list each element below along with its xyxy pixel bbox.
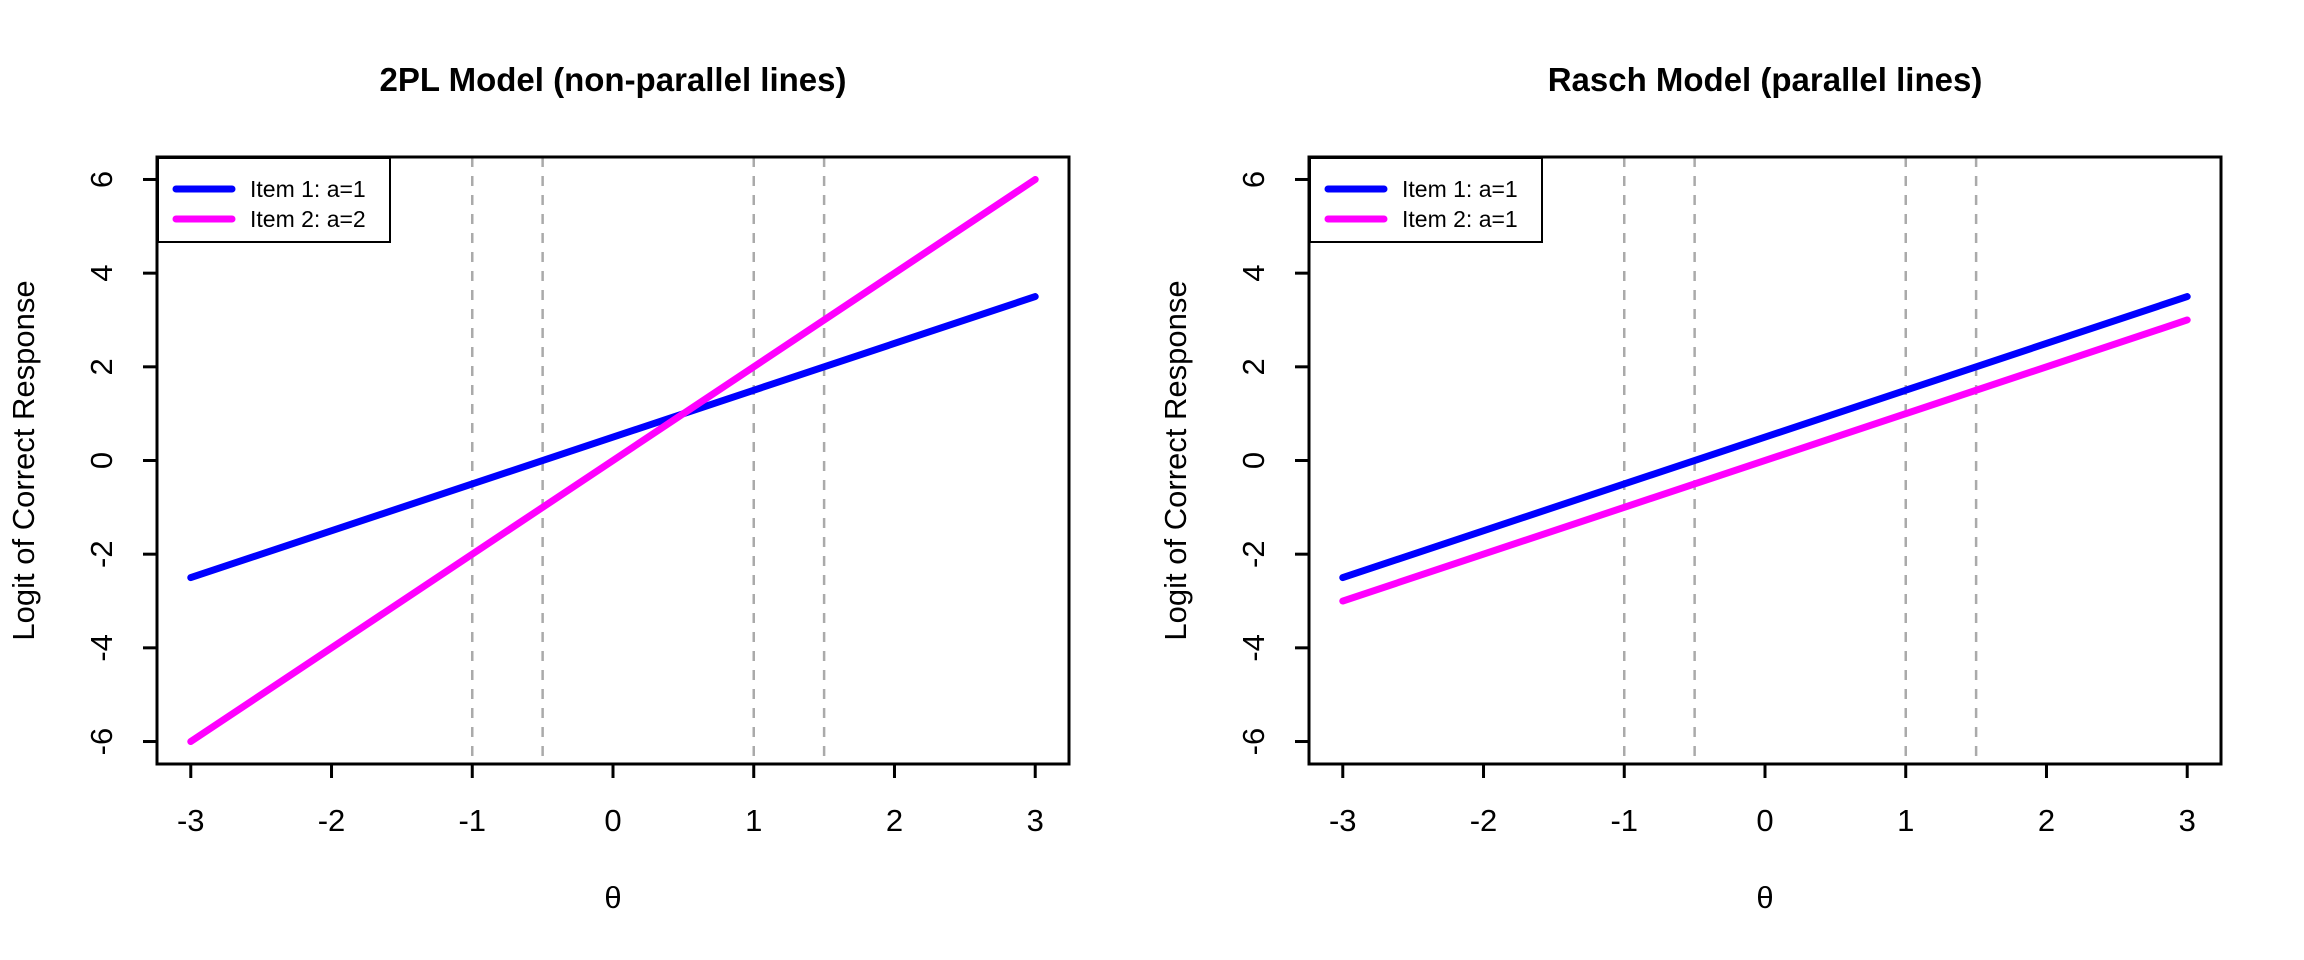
x-tick-label: 1 — [745, 803, 762, 838]
legend-label: Item 2: a=2 — [250, 206, 366, 232]
x-tick-label: 3 — [1027, 803, 1044, 838]
y-tick-label: 2 — [1236, 358, 1271, 375]
panel-title: Rasch Model (parallel lines) — [1548, 61, 1983, 98]
legend-box — [1309, 157, 1543, 243]
x-axis-label: θ — [1756, 880, 1773, 915]
x-tick-label: -2 — [1470, 803, 1498, 838]
y-tick-label: -4 — [1236, 634, 1271, 662]
x-tick-label: -3 — [1329, 803, 1357, 838]
y-tick-label: -6 — [84, 728, 119, 756]
series-line-2 — [1339, 316, 2191, 605]
left-plot-2pl: -3 -2 -1 0 1 2 3 -6 -4 -2 0 2 4 6 θ Logit of Correct Re… — [6, 61, 1071, 915]
panel-title: 2PL Model (non-parallel lines) — [380, 61, 847, 98]
y-tick-label: -2 — [84, 540, 119, 568]
x-tick-label: 1 — [1897, 803, 1914, 838]
y-tick-label: -4 — [84, 634, 119, 662]
x-tick-label: 0 — [604, 803, 621, 838]
series-line-1 — [187, 293, 1039, 582]
y-axis-label: Logit of Correct Response — [1158, 280, 1193, 640]
x-tick-label: -1 — [458, 803, 486, 838]
x-tick-label: -3 — [177, 803, 205, 838]
y-tick-label: 6 — [1236, 171, 1271, 188]
y-tick-label: -2 — [1236, 540, 1271, 568]
x-tick-label: 3 — [2179, 803, 2196, 838]
legend-label: Item 2: a=1 — [1402, 206, 1518, 232]
series-line-2 — [187, 175, 1039, 746]
y-tick-label: 0 — [84, 452, 119, 469]
x-tick-label: 2 — [886, 803, 903, 838]
y-tick-label: 4 — [84, 265, 119, 282]
y-tick-label: 0 — [1236, 452, 1271, 469]
y-axis-label: Logit of Correct Response — [6, 280, 41, 640]
series-line-1 — [1339, 293, 2191, 582]
y-tick-label: 4 — [1236, 265, 1271, 282]
legend-box — [157, 157, 391, 243]
x-tick-label: 2 — [2038, 803, 2055, 838]
y-tick-label: 6 — [84, 171, 119, 188]
x-tick-label: 0 — [1756, 803, 1773, 838]
right-plot-rasch: -3 -2 -1 0 1 2 3 -6 -4 -2 0 2 4 6 θ Logit of Correct Re… — [1158, 61, 2223, 915]
y-tick-label: -6 — [1236, 728, 1271, 756]
y-tick-label: 2 — [84, 358, 119, 375]
legend-label: Item 1: a=1 — [1402, 176, 1518, 202]
x-axis-label: θ — [604, 880, 621, 915]
x-tick-label: -1 — [1610, 803, 1638, 838]
legend-label: Item 1: a=1 — [250, 176, 366, 202]
x-tick-label: -2 — [318, 803, 346, 838]
